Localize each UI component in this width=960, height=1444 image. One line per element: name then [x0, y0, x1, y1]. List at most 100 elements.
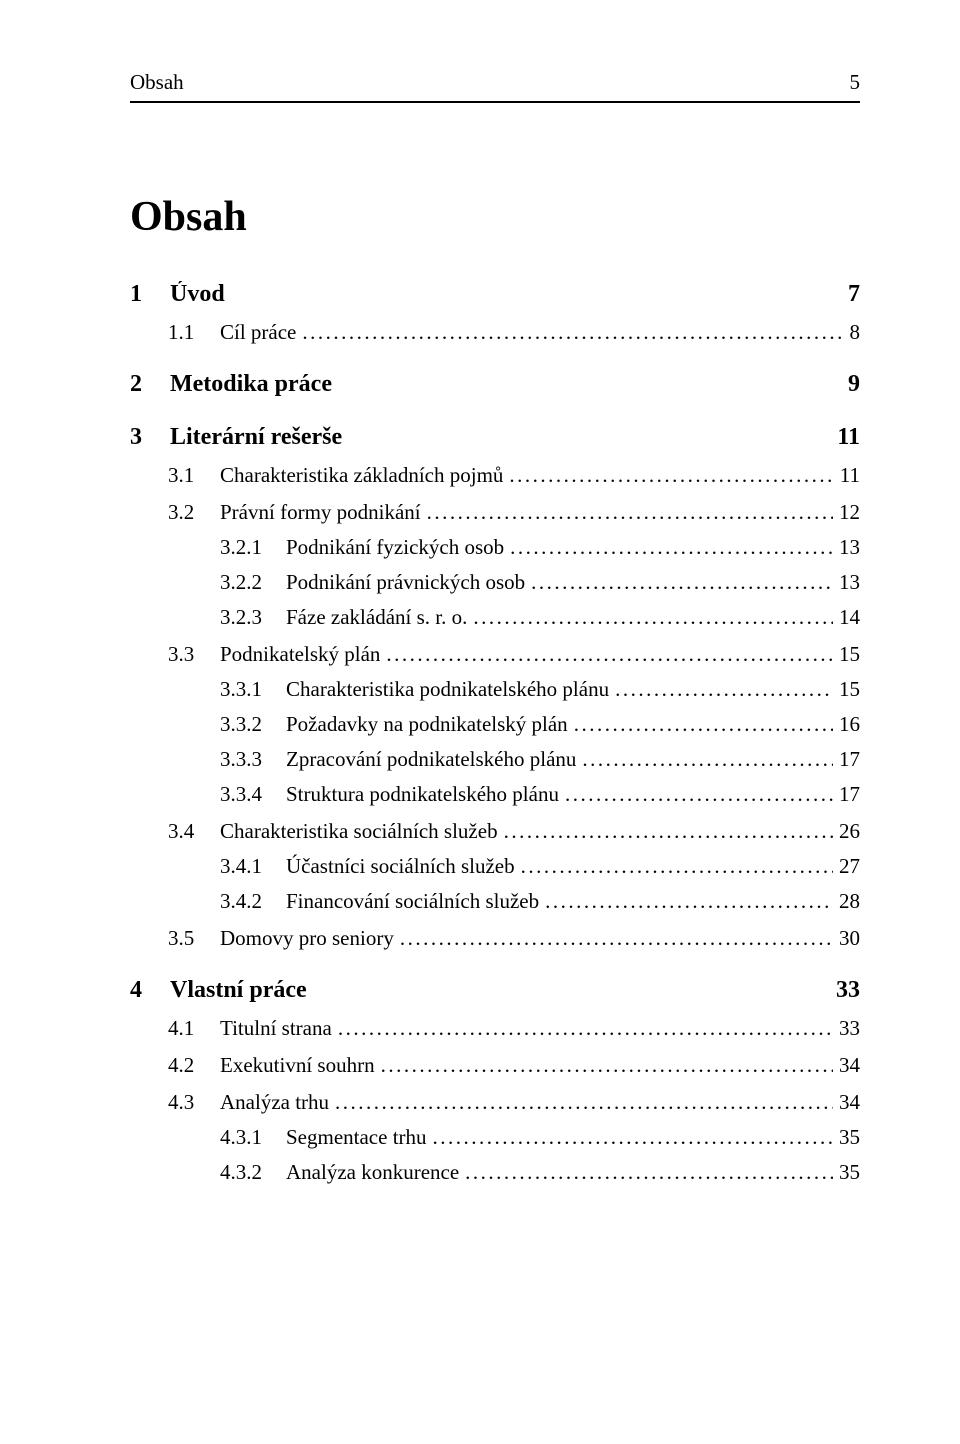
toc-label: Financování sociálních služeb [286, 889, 539, 914]
toc-leader: ........................................… [504, 819, 833, 844]
toc-num: 3 [130, 424, 170, 451]
toc-num: 4.3 [168, 1090, 220, 1115]
toc-num: 3.2.3 [220, 605, 286, 630]
toc-label: Úvod [170, 281, 225, 308]
toc-page: 13 [839, 535, 860, 560]
toc-lvl3: 3.4.1 Účastníci sociálních služeb ......… [130, 854, 860, 879]
toc-label: Literární rešerše [170, 424, 342, 451]
toc-lvl3: 4.3.1 Segmentace trhu ..................… [130, 1125, 860, 1150]
toc-page: 35 [839, 1125, 860, 1150]
toc-leader: ........................................… [433, 1125, 833, 1150]
toc-label: Charakteristika sociálních služeb [220, 819, 498, 844]
toc-leader: ........................................… [473, 605, 833, 630]
toc-page: 9 [848, 371, 860, 398]
toc-page: 33 [839, 1016, 860, 1041]
toc-leader: ........................................… [531, 570, 833, 595]
toc-label: Charakteristika podnikatelského plánu [286, 677, 609, 702]
toc-lvl2: 4.3 Analýza trhu .......................… [130, 1090, 860, 1115]
toc-leader: ........................................… [302, 320, 843, 345]
toc-page: 16 [839, 712, 860, 737]
toc-page: 34 [839, 1090, 860, 1115]
toc-num: 3.2 [168, 500, 220, 525]
toc-label: Fáze zakládání s. r. o. [286, 605, 467, 630]
toc-lvl3: 3.2.2 Podnikání právnických osob .......… [130, 570, 860, 595]
toc-lvl2: 3.4 Charakteristika sociálních služeb ..… [130, 819, 860, 844]
toc-num: 4 [130, 977, 170, 1004]
toc-leader: ........................................… [338, 1016, 833, 1041]
toc-lvl2: 3.1 Charakteristika základních pojmů ...… [130, 463, 860, 488]
toc-leader: ........................................… [545, 889, 833, 914]
toc-num: 3.2.1 [220, 535, 286, 560]
toc-num: 4.3.1 [220, 1125, 286, 1150]
toc-num: 4.2 [168, 1053, 220, 1078]
toc-leader: ........................................… [565, 782, 833, 807]
toc-num: 1.1 [168, 320, 220, 345]
toc-lvl2: 4.1 Titulní strana .....................… [130, 1016, 860, 1041]
toc-leader: ........................................… [400, 926, 833, 951]
toc-num: 3.1 [168, 463, 220, 488]
toc-leader: ........................................… [521, 854, 833, 879]
toc-leader: ........................................… [427, 500, 833, 525]
toc-page: 11 [840, 463, 860, 488]
toc-num: 1 [130, 281, 170, 308]
toc-label: Zpracování podnikatelského plánu [286, 747, 576, 772]
toc-page: 17 [839, 782, 860, 807]
toc-label: Vlastní práce [170, 977, 307, 1004]
toc-lvl1: 4 Vlastní práce 33 [130, 977, 860, 1004]
toc-lvl2: 3.5 Domovy pro seniory .................… [130, 926, 860, 951]
toc-page: 12 [839, 500, 860, 525]
toc-lvl2: 4.2 Exekutivní souhrn ..................… [130, 1053, 860, 1078]
toc-num: 4.1 [168, 1016, 220, 1041]
toc-num: 4.3.2 [220, 1160, 286, 1185]
toc-num: 3.3.4 [220, 782, 286, 807]
toc-page: 7 [848, 281, 860, 308]
toc-label: Metodika práce [170, 371, 332, 398]
toc-label: Právní formy podnikání [220, 500, 421, 525]
toc-page: 13 [839, 570, 860, 595]
toc-page: 15 [839, 677, 860, 702]
toc-page: 30 [839, 926, 860, 951]
toc-lvl2: 3.3 Podnikatelský plán .................… [130, 642, 860, 667]
toc-num: 3.2.2 [220, 570, 286, 595]
header-page-number: 5 [850, 70, 861, 95]
toc-page: 34 [839, 1053, 860, 1078]
toc-num: 3.3.3 [220, 747, 286, 772]
toc-num: 3.4 [168, 819, 220, 844]
toc-page: 8 [850, 320, 861, 345]
toc-page: 17 [839, 747, 860, 772]
toc-num: 3.4.2 [220, 889, 286, 914]
toc-page: 35 [839, 1160, 860, 1185]
toc-num: 3.4.1 [220, 854, 286, 879]
toc-lvl3: 3.3.2 Požadavky na podnikatelský plán ..… [130, 712, 860, 737]
toc-lvl3: 4.3.2 Analýza konkurence ...............… [130, 1160, 860, 1185]
toc-lvl3: 3.3.1 Charakteristika podnikatelského pl… [130, 677, 860, 702]
toc-lvl1: 1 Úvod 7 [130, 281, 860, 308]
toc-label: Segmentace trhu [286, 1125, 427, 1150]
toc-lvl1: 2 Metodika práce 9 [130, 371, 860, 398]
toc-label: Cíl práce [220, 320, 296, 345]
toc-page: 11 [837, 424, 860, 451]
toc-lvl3: 3.2.1 Podnikání fyzických osob .........… [130, 535, 860, 560]
toc-num: 3.5 [168, 926, 220, 951]
toc-lvl3: 3.3.3 Zpracování podnikatelského plánu .… [130, 747, 860, 772]
toc-leader: ........................................… [465, 1160, 833, 1185]
toc-leader: ........................................… [386, 642, 833, 667]
toc-label: Analýza trhu [220, 1090, 329, 1115]
toc-leader: ........................................… [509, 463, 833, 488]
toc-leader: ........................................… [574, 712, 833, 737]
toc-num: 3.3.1 [220, 677, 286, 702]
toc-lvl3: 3.3.4 Struktura podnikatelského plánu ..… [130, 782, 860, 807]
toc-lvl2: 3.2 Právní formy podnikání .............… [130, 500, 860, 525]
toc-lvl3: 3.2.3 Fáze zakládání s. r. o. ..........… [130, 605, 860, 630]
toc-label: Exekutivní souhrn [220, 1053, 375, 1078]
toc-label: Titulní strana [220, 1016, 332, 1041]
toc-num: 3.3 [168, 642, 220, 667]
running-header: Obsah 5 [130, 70, 860, 95]
toc-page: 15 [839, 642, 860, 667]
toc-leader: ........................................… [615, 677, 833, 702]
toc-label: Podnikání právnických osob [286, 570, 525, 595]
toc-leader: ........................................… [335, 1090, 833, 1115]
toc-label: Požadavky na podnikatelský plán [286, 712, 568, 737]
toc-num: 3.3.2 [220, 712, 286, 737]
toc-label: Domovy pro seniory [220, 926, 394, 951]
